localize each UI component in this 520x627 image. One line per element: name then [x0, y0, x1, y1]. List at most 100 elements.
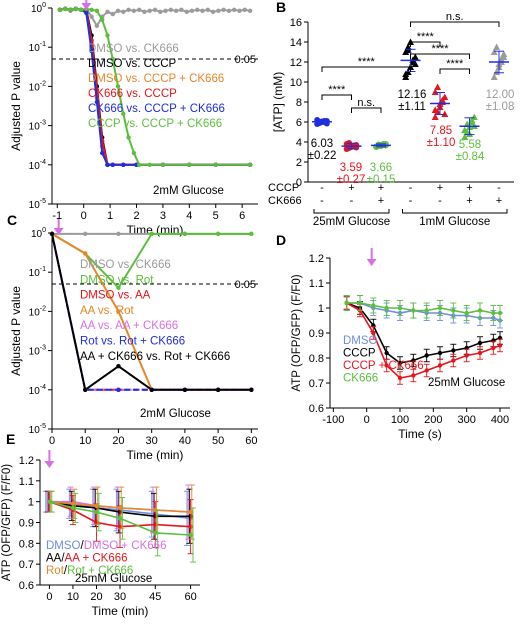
panel-A-point — [110, 56, 115, 62]
panel-A-point — [216, 8, 221, 13]
panel-A-ylabel: Adjusted P value — [9, 61, 23, 151]
panel-C-annotation: 2mM Glucose — [140, 408, 211, 420]
panel-B-ytick-label: 6 — [296, 117, 302, 129]
panel-C-legend-entry: AA + CK666 vs. Rot + CK666 — [80, 351, 230, 363]
panel-A-point — [57, 7, 63, 12]
panel-A-point — [226, 8, 232, 13]
panel-D-legend-entry: DMSO — [343, 335, 378, 347]
panel-C-legend-entry: DMSO vs. AA — [80, 290, 151, 302]
panel-E-legend-entry: AA/AA + CK666 — [46, 553, 128, 565]
panel-E-series-line — [49, 500, 191, 536]
panel-D-ytick-label: 1.2 — [309, 253, 324, 265]
panel-A-point — [78, 7, 84, 12]
panel-A-point — [99, 17, 105, 23]
panel-B-point — [431, 106, 439, 113]
panel-D-ytick-label: 0.7 — [309, 378, 324, 390]
panel-C-point — [116, 285, 121, 290]
panel-B-point — [441, 110, 449, 117]
panel-B-point — [500, 50, 508, 57]
panel-A-point — [110, 162, 115, 167]
panel-D-legend-entry: CCCP — [343, 348, 376, 360]
panel-C-ylabel: Adjusted P value — [9, 286, 23, 376]
panel-A-point — [121, 162, 126, 167]
panel-A-point — [152, 7, 158, 12]
panel-D-point — [424, 308, 429, 313]
panel-A-point — [94, 8, 100, 13]
panel-A-point — [105, 9, 110, 14]
panel-D-ytick-label: 0.9 — [309, 328, 324, 340]
panel-E-xtick-label: 45 — [149, 591, 161, 603]
panel-C-point — [249, 387, 254, 392]
panel-B-group-bracket — [313, 209, 390, 214]
panel-B-group-bracket — [402, 209, 508, 214]
panel-B-sd-label: ±0.84 — [456, 151, 485, 163]
panel-E-xtick-label: 0 — [46, 591, 52, 603]
panel-D-point — [397, 305, 403, 311]
panel-A-point — [168, 7, 174, 12]
panel-E-xtick-label: 30 — [114, 591, 126, 603]
panel-E-ytick-label: 0.7 — [19, 559, 34, 571]
panel-B-sd-label: ±1.10 — [427, 137, 456, 149]
panel-D-xtick-label: 100 — [391, 414, 409, 426]
panel-A-point — [184, 9, 189, 14]
panel-D-point — [497, 343, 503, 348]
panel-C-point — [249, 231, 254, 237]
panel-D-point — [384, 305, 389, 311]
panel-A-legend-entry: CCCP vs. CCCP + CK666 — [88, 118, 222, 130]
panel-D-xlabel: Time (s) — [398, 427, 442, 441]
panel-D-legend-entry: CK666 — [343, 373, 378, 385]
panel-B-ytick-label: 4 — [296, 137, 302, 149]
panel-A-point — [242, 7, 247, 12]
panel-E-point — [117, 505, 123, 511]
panel-E-series-line — [49, 500, 191, 528]
panel-A-point — [179, 7, 184, 12]
panel-A-point — [89, 48, 94, 54]
panel-D-point — [437, 305, 443, 311]
panel-A-threshold-label: 0.05 — [235, 54, 256, 66]
panel-B-sig-label: **** — [446, 58, 464, 70]
panel-A-point — [94, 23, 100, 29]
panel-B-ck666-sign: - — [320, 195, 324, 207]
panel-D-xtick-label: 400 — [491, 414, 509, 426]
panel-D-point — [371, 303, 376, 308]
panel-E-arrow-head — [44, 461, 55, 468]
panel-B-ck666-sign: + — [466, 195, 472, 207]
panel-B-ytick-label: 10 — [290, 77, 302, 89]
panel-C-xtick-label: 0 — [49, 435, 55, 447]
panel-D-point — [451, 308, 456, 313]
panel-A-point — [210, 9, 216, 14]
panel-A-xtick-label: 2 — [133, 210, 139, 222]
panel-D-point — [397, 375, 403, 381]
panel-B-group-label: 1mM Glucose — [419, 216, 490, 228]
panel-B-cccp-sign: - — [320, 182, 324, 194]
panel-D-point — [411, 358, 416, 363]
panel-B-mean-label: 3.66 — [370, 162, 392, 174]
panel-B-mean-label: 12.00 — [486, 89, 515, 101]
panel-E-point — [188, 509, 193, 515]
panel-C-point — [149, 387, 154, 392]
panel-D-xtick-label: 300 — [457, 414, 475, 426]
panel-B-cccp-sign: - — [409, 182, 413, 194]
panel-B-point — [402, 70, 410, 77]
panel-D-point — [411, 308, 416, 313]
panel-E-legend-entry: DMSO/DMSO + CK666 — [46, 540, 166, 552]
panel-D-point — [437, 363, 443, 368]
panel-D-xtick-label: -100 — [322, 414, 344, 426]
panel-B-label: B — [276, 0, 286, 15]
panel-C-point — [215, 231, 221, 237]
panel-A-point — [105, 33, 110, 38]
panel-B-mean-label: 3.59 — [340, 162, 362, 174]
panel-C-point — [116, 387, 121, 392]
panel-B-sig-label: **** — [358, 56, 376, 68]
panel-B-point — [434, 83, 442, 90]
panel-A-point — [115, 84, 121, 89]
panel-B-point — [490, 48, 498, 55]
panel-B-point — [493, 68, 501, 75]
panel-B-point — [490, 73, 498, 80]
panel-A-legend-entry: DMSO vs. CCCP — [88, 58, 177, 70]
panel-A-point — [89, 14, 94, 19]
panel-A-point — [131, 8, 137, 13]
panel-A-point — [126, 135, 131, 140]
panel-A-ytick-label: 10-1 — [29, 41, 46, 54]
